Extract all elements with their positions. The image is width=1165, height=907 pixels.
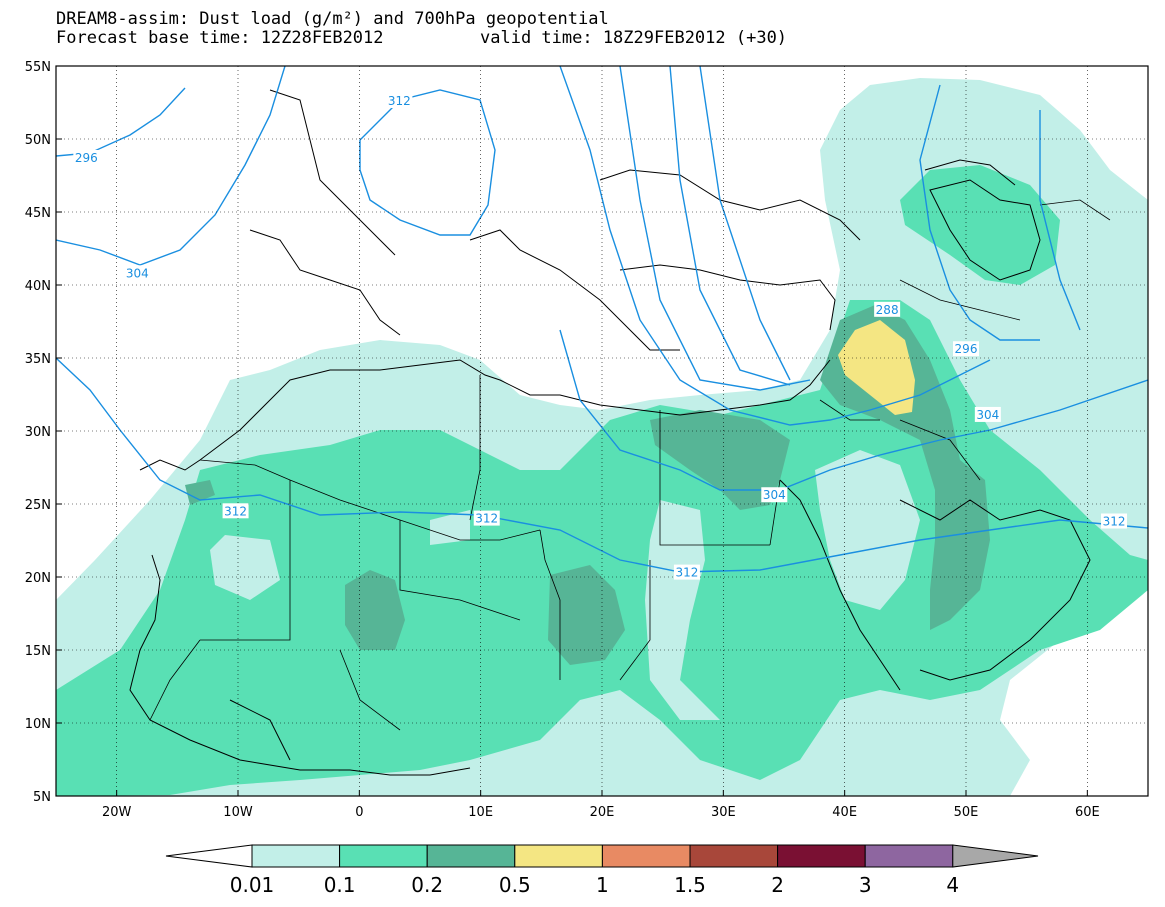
lat-tick-label: 35N bbox=[25, 352, 51, 367]
svg-text:312: 312 bbox=[475, 512, 498, 526]
dust-shade-peak bbox=[838, 320, 915, 415]
colorbar-level-label: 0.5 bbox=[499, 873, 531, 897]
svg-text:312: 312 bbox=[224, 504, 247, 518]
svg-text:312: 312 bbox=[675, 566, 698, 580]
contour-label: 312 bbox=[473, 510, 500, 526]
contour-label: 312 bbox=[222, 503, 249, 519]
lat-tick-label: 20N bbox=[25, 571, 51, 586]
colorbar-level-label: 0.2 bbox=[411, 873, 443, 897]
lat-tick-label: 55N bbox=[25, 60, 51, 75]
colorbar-level-label: 1 bbox=[596, 873, 609, 897]
contour-label: 296 bbox=[73, 149, 100, 165]
colorbar-min-arrow bbox=[165, 844, 253, 868]
svg-text:296: 296 bbox=[955, 342, 978, 356]
colorbar-level-label: 0.01 bbox=[230, 873, 275, 897]
colorbar-box bbox=[514, 844, 603, 868]
svg-text:304: 304 bbox=[976, 408, 999, 422]
country-borders bbox=[149, 199, 1111, 731]
lon-tick-label: 30E bbox=[711, 805, 736, 820]
lon-tick-label: 0 bbox=[355, 805, 363, 820]
colorbar: 0.01 0.1 0.2 0.5 1 1.5 2 3 4 bbox=[165, 844, 1039, 897]
latitude-axis: 55N 50N 45N 40N 35N 30N 25N 20N 15N 10N 5N bbox=[25, 60, 62, 805]
lat-tick-label: 30N bbox=[25, 425, 51, 440]
colorbar-max-arrow bbox=[952, 844, 1039, 868]
gridlines bbox=[56, 65, 1148, 797]
contour-label: 312 bbox=[1101, 513, 1128, 529]
contour-label: 304 bbox=[124, 265, 151, 281]
longitude-axis: 20W 10W 0 10E 20E 30E 40E 50E 60E bbox=[102, 790, 1100, 820]
colorbar-box bbox=[864, 844, 954, 868]
colorbar-level-label: 3 bbox=[859, 873, 872, 897]
lon-tick-label: 60E bbox=[1075, 805, 1100, 820]
contour-label: 312 bbox=[673, 564, 700, 580]
lat-tick-label: 5N bbox=[33, 790, 51, 805]
svg-text:312: 312 bbox=[388, 94, 411, 108]
lat-tick-label: 10N bbox=[25, 717, 51, 732]
colorbar-box bbox=[339, 844, 428, 868]
colorbar-box bbox=[777, 844, 866, 868]
lon-tick-label: 20E bbox=[590, 805, 615, 820]
colorbar-level-label: 1.5 bbox=[674, 873, 706, 897]
colorbar-level-label: 4 bbox=[946, 873, 959, 897]
colorbar-level-label: 2 bbox=[771, 873, 784, 897]
svg-text:296: 296 bbox=[75, 151, 98, 165]
map-title: DREAM8-assim: Dust load (g/m²) and 700hP… bbox=[56, 9, 609, 29]
contour-labels: 296 304 312 312 312 312 304 288 296 304 312 bbox=[73, 93, 1128, 580]
lon-tick-label: 40E bbox=[832, 805, 857, 820]
contour-label: 304 bbox=[761, 487, 788, 503]
contour-label: 288 bbox=[874, 301, 901, 317]
lat-tick-label: 45N bbox=[25, 206, 51, 221]
dust-shade-medium bbox=[56, 165, 1148, 796]
svg-text:304: 304 bbox=[763, 488, 786, 502]
contour-label: 312 bbox=[386, 93, 413, 109]
lon-tick-label: 20W bbox=[102, 805, 132, 820]
svg-text:288: 288 bbox=[876, 303, 899, 317]
svg-text:304: 304 bbox=[126, 266, 149, 280]
lat-tick-label: 40N bbox=[25, 279, 51, 294]
contour-label: 296 bbox=[953, 341, 979, 357]
svg-text:312: 312 bbox=[1103, 515, 1126, 529]
lon-tick-label: 10W bbox=[223, 805, 253, 820]
valid-time: valid time: 18Z29FEB2012 (+30) bbox=[480, 28, 788, 48]
forecast-base-time: Forecast base time: 12Z28FEB2012 bbox=[56, 28, 384, 48]
lat-tick-label: 15N bbox=[25, 644, 51, 659]
lon-tick-label: 50E bbox=[954, 805, 979, 820]
coastlines bbox=[129, 89, 1091, 776]
lat-tick-label: 25N bbox=[25, 498, 51, 513]
colorbar-box bbox=[601, 844, 691, 868]
colorbar-level-label: 0.1 bbox=[324, 873, 356, 897]
lat-tick-label: 50N bbox=[25, 133, 51, 148]
contour-label: 304 bbox=[974, 406, 1001, 422]
colorbar-box bbox=[689, 844, 779, 868]
lon-tick-label: 10E bbox=[468, 805, 493, 820]
colorbar-box bbox=[426, 844, 516, 868]
colorbar-box bbox=[251, 844, 341, 868]
